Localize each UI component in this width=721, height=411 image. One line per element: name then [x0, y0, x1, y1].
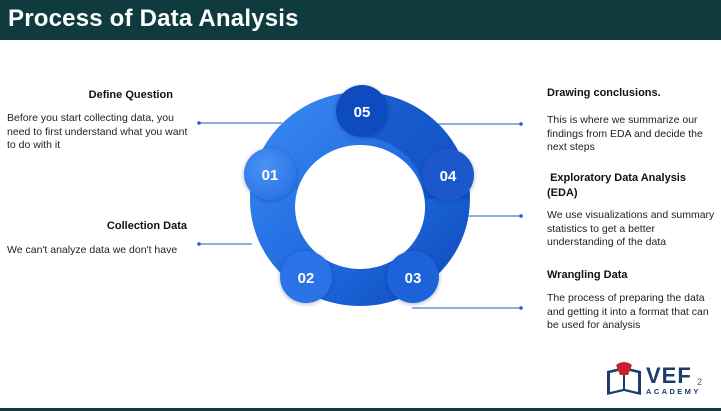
connector-lines: [197, 121, 523, 310]
step-number-01: 01: [262, 167, 279, 184]
step-number-02: 02: [298, 270, 315, 287]
step-text-01: Before you start collecting data, you ne…: [7, 112, 188, 151]
connector-dot-03: [519, 306, 523, 310]
connector-dot-02: [197, 242, 201, 246]
book-icon: [607, 362, 641, 395]
step-badge-03: 03: [387, 251, 439, 303]
step-heading-02: Collection Data: [106, 220, 187, 232]
step-heading-03: Wrangling Data: [547, 269, 628, 281]
step-text-05: This is where we summarize our findings …: [547, 114, 703, 153]
step-number-04: 04: [440, 168, 457, 185]
step-badge-02: 02: [280, 251, 332, 303]
connector-dot-01: [197, 121, 201, 125]
page-number: 2: [697, 377, 703, 387]
vef-academy-logo: VEF ACADEMY: [604, 361, 714, 401]
step-number-03: 03: [405, 270, 422, 287]
logo-subtext: ACADEMY: [646, 387, 701, 396]
connector-dot-04: [519, 214, 523, 218]
step-number-05: 05: [354, 104, 371, 121]
step-badge-01: 01: [244, 148, 296, 200]
step-heading-05: Drawing conclusions.: [547, 87, 661, 99]
step-badge-04: 04: [422, 149, 474, 201]
title-bar: Process of Data Analysis: [0, 0, 721, 40]
step-badge-05: 05: [336, 85, 388, 137]
connector-dot-05: [519, 122, 523, 126]
step-text-02: We can't analyze data we don't have: [7, 244, 178, 256]
step-text-04: We use visualizations and summary statis…: [547, 209, 715, 248]
step-heading-04: Exploratory Data Analysis (EDA): [547, 172, 690, 199]
step-text-03: The process of preparing the data and ge…: [547, 292, 709, 331]
step-heading-01: Define Question: [88, 89, 173, 101]
logo-wordmark: VEF: [646, 363, 692, 388]
bottom-rule: [0, 408, 721, 411]
page-title: Process of Data Analysis: [8, 5, 299, 32]
